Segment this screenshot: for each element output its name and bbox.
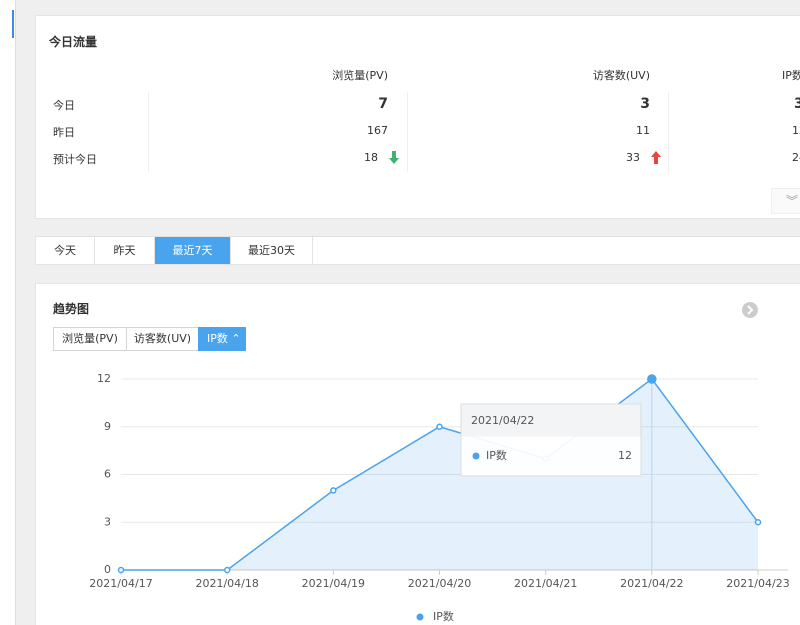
tooltip: 2021/04/22 IP数 12 [460,403,642,477]
cell: 7 [378,96,388,112]
point [117,566,125,574]
cell: 18 [364,151,378,164]
point [330,487,337,494]
cell: 167 [367,124,388,137]
tooltip-header [461,404,641,437]
column-header: 浏览量(PV) [332,69,388,82]
x-tick-label: 2021/04/17 [89,577,152,590]
expand-button[interactable]: ︾ [771,188,800,214]
tooltip-series: IP数 [486,449,507,462]
point [223,566,231,574]
row-label: 预计今日 [53,153,97,166]
next-icon[interactable] [742,302,758,318]
cell: 12 [792,124,800,137]
column-header: 访客数(UV) [592,69,650,82]
chart: 0 3 6 9 12 2021/04/17 2021/04/18 2021/04/19 2021… [89,372,789,623]
tooltip-value: 12 [618,449,632,462]
tab[interactable]: 今天 [36,237,95,264]
y-tick-label: 9 [104,420,111,433]
row-label: 今日 [53,99,75,112]
trend-down-icon [389,151,399,164]
chart-title: 趋势图 [53,302,90,316]
trend-up-icon [651,151,661,164]
x-tick-label: 2021/04/23 [726,577,789,590]
tab-active[interactable]: 最近7天 [155,237,231,264]
cell: 24 [792,151,800,164]
legend-marker [416,613,424,621]
metric-button-active[interactable]: IP数 ⌃ [198,327,246,351]
tab[interactable]: 昨天 [95,237,155,264]
divider [668,92,669,172]
metric-button[interactable]: 浏览量(PV) [53,327,127,351]
tab[interactable]: 最近30天 [231,237,313,264]
cell: 33 [626,151,640,164]
card-title: 今日流量 [49,35,98,49]
y-tick-label: 0 [104,563,111,576]
y-tick-label: 3 [104,515,111,528]
y-tick-label: 12 [97,372,111,385]
divider [148,92,149,172]
point [647,374,657,384]
y-tick-label: 6 [104,468,111,481]
traffic-card [35,15,800,219]
point [436,423,443,430]
tooltip-dot [472,452,480,460]
legend-label: IP数 [433,610,454,623]
x-tick-label: 2021/04/18 [195,577,258,590]
x-tick-label: 2021/04/21 [514,577,577,590]
sidebar [0,0,16,625]
cell: 3 [640,96,650,112]
x-tick-label: 2021/04/19 [302,577,365,590]
x-tick-label: 2021/04/20 [408,577,471,590]
sidebar-indicator [12,10,14,38]
x-tick-label: 2021/04/22 [620,577,683,590]
metric-buttons: 浏览量(PV) 访客数(UV) IP数 ⌃ [53,327,263,351]
point [754,519,762,526]
row-label: 昨日 [53,126,75,139]
cell: 11 [636,124,650,137]
divider [407,92,408,172]
column-header: IP数 [782,69,800,82]
tooltip-date: 2021/04/22 [471,414,534,427]
button-label: IP数 [207,332,228,345]
cell: 3 [794,96,800,112]
tab-bar: 今天 昨天 最近7天 最近30天 [35,236,800,265]
